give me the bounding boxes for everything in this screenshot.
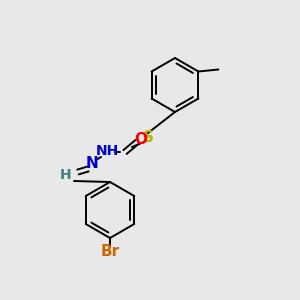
Text: NH: NH xyxy=(95,144,119,158)
Text: H: H xyxy=(60,168,72,182)
Text: O: O xyxy=(134,133,148,148)
Text: S: S xyxy=(142,130,154,145)
Text: N: N xyxy=(85,157,98,172)
Text: Br: Br xyxy=(100,244,120,260)
